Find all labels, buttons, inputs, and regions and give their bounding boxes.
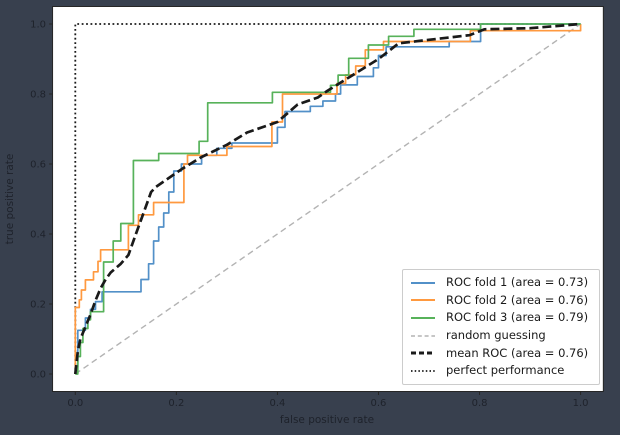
legend-item-random-guessing: random guessing bbox=[410, 327, 593, 344]
roc-fold-3-legend-swatch bbox=[411, 317, 435, 320]
legend-item-roc-fold-1: ROC fold 1 (area = 0.73) bbox=[410, 274, 593, 291]
ticks-layer: 0.0 0.2 0.4 0.6 0.8 1.0 0.0 0.2 0.4 0.6 0.8 1.0 bbox=[30, 20, 588, 410]
legend-label: ROC fold 2 (area = 0.76) bbox=[446, 292, 589, 307]
y-axis-label: true positive rate bbox=[4, 154, 16, 245]
legend-item-perfect-performance: perfect performance bbox=[410, 363, 593, 380]
x-tick-label: 0.0 bbox=[67, 398, 83, 409]
roc-fold-2-curve bbox=[74, 24, 582, 374]
y-tick-label: 1.0 bbox=[30, 20, 46, 31]
legend-label: ROC fold 1 (area = 0.73) bbox=[446, 275, 589, 290]
x-tick-label: 0.4 bbox=[269, 398, 285, 409]
x-tick-label: 0.6 bbox=[371, 398, 387, 409]
axes-spines bbox=[52, 6, 604, 392]
x-tick-label: 1.0 bbox=[573, 398, 589, 409]
legend-item-mean-roc: mean ROC (area = 0.76) bbox=[410, 345, 593, 362]
y-tick-label: 0.2 bbox=[30, 300, 46, 311]
random-guessing-curve bbox=[74, 23, 581, 375]
legend-item-roc-fold-2: ROC fold 2 (area = 0.76) bbox=[410, 292, 593, 309]
perfect-performance-curve bbox=[74, 23, 581, 374]
y-tick-label: 0.6 bbox=[30, 160, 46, 171]
random-guessing-legend-swatch bbox=[411, 335, 435, 337]
legend-label: perfect performance bbox=[446, 363, 565, 378]
roc-fold-3-curve bbox=[75, 23, 581, 375]
roc-fold-1-legend-swatch bbox=[411, 281, 435, 284]
x-axis-label: false positive rate bbox=[280, 414, 374, 426]
mean-roc-legend-swatch bbox=[411, 351, 435, 355]
legend-item-roc-fold-3: ROC fold 3 (area = 0.79) bbox=[410, 310, 593, 327]
x-tick-label: 0.2 bbox=[168, 398, 184, 409]
legend-label: random guessing bbox=[446, 328, 546, 343]
legend: ROC fold 1 (area = 0.73) ROC fold 2 (area… bbox=[402, 269, 600, 385]
y-tick-label: 0.4 bbox=[30, 230, 46, 241]
legend-label: ROC fold 3 (area = 0.79) bbox=[446, 310, 589, 325]
roc-fold-2-legend-swatch bbox=[411, 299, 435, 302]
curves-layer bbox=[73, 22, 582, 375]
x-tick-label: 0.8 bbox=[472, 398, 488, 409]
y-tick-label: 0.8 bbox=[30, 90, 46, 101]
perfect-performance-legend-swatch bbox=[411, 370, 435, 373]
legend-label: mean ROC (area = 0.76) bbox=[446, 345, 589, 360]
y-tick-label: 0.0 bbox=[30, 370, 46, 381]
mean-roc-curve bbox=[73, 22, 581, 375]
